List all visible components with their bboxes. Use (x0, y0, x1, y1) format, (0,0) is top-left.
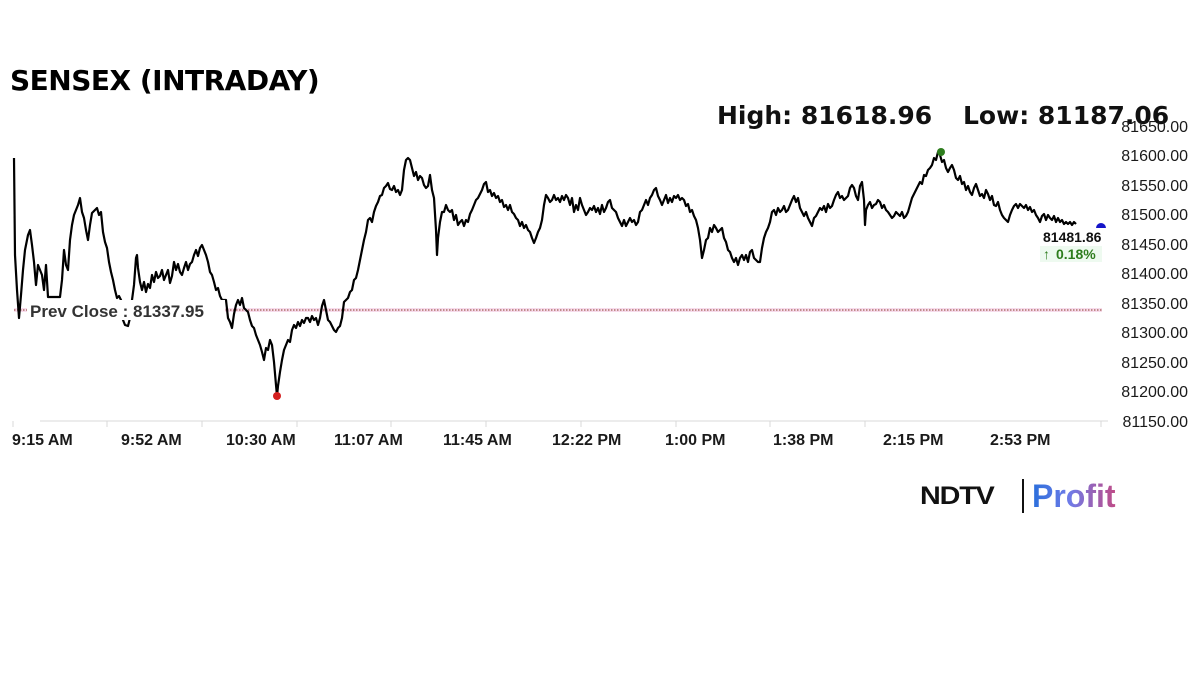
x-tick: 9:52 AM (121, 432, 182, 449)
x-tick: 2:15 PM (883, 432, 943, 449)
y-tick: 81250.00 (1121, 355, 1188, 372)
prev-close-label-bg (27, 300, 225, 320)
y-tick: 81150.00 (1122, 414, 1188, 431)
chart-title: SENSEX (INTRADAY) (10, 64, 320, 97)
y-tick: 81400.00 (1121, 266, 1188, 283)
low-marker (273, 392, 281, 400)
logo-divider (1022, 479, 1024, 513)
x-tick: 2:53 PM (990, 432, 1050, 449)
y-tick: 81450.00 (1121, 237, 1188, 254)
last-value-marker (1096, 223, 1106, 228)
y-axis: 81650.00 81600.00 81550.00 81500.00 8145… (1121, 119, 1188, 431)
y-tick: 81200.00 (1121, 384, 1188, 401)
y-tick: 81650.00 (1121, 119, 1188, 136)
x-tick: 11:07 AM (334, 432, 403, 449)
y-tick: 81550.00 (1121, 178, 1188, 195)
x-tick: 1:38 PM (773, 432, 833, 449)
x-tick: 9:15 AM (12, 432, 73, 449)
change-badge-bg (1040, 246, 1102, 262)
x-tick: 12:22 PM (552, 432, 621, 449)
last-value-label: 81481.86 (1043, 229, 1102, 245)
x-tick: 11:45 AM (443, 432, 512, 449)
y-tick: 81300.00 (1121, 325, 1188, 342)
y-tick: 81500.00 (1121, 207, 1188, 224)
ndtv-profit-logo: NDTV Profit (920, 478, 1116, 514)
x-tick: 1:00 PM (665, 432, 725, 449)
x-axis: 9:15 AM 9:52 AM 10:30 AM 11:07 AM 11:45 … (12, 432, 1050, 449)
high-marker (937, 148, 945, 156)
x-axis-ticks (12, 421, 1102, 427)
y-tick: 81350.00 (1121, 296, 1188, 313)
profit-wordmark: Profit (1032, 477, 1116, 514)
ndtv-wordmark: NDTV (920, 481, 995, 510)
price-line (12, 150, 1077, 398)
change-percent: 0.18% (1056, 246, 1096, 262)
change-arrow-icon: ↑ (1043, 246, 1050, 262)
prev-close-label: Prev Close : 81337.95 (30, 302, 204, 321)
high-label: High: 81618.96 (717, 101, 933, 130)
x-tick: 10:30 AM (226, 432, 296, 449)
y-tick: 81600.00 (1121, 148, 1188, 165)
low-label: Low: 81187.06 (963, 101, 1170, 130)
